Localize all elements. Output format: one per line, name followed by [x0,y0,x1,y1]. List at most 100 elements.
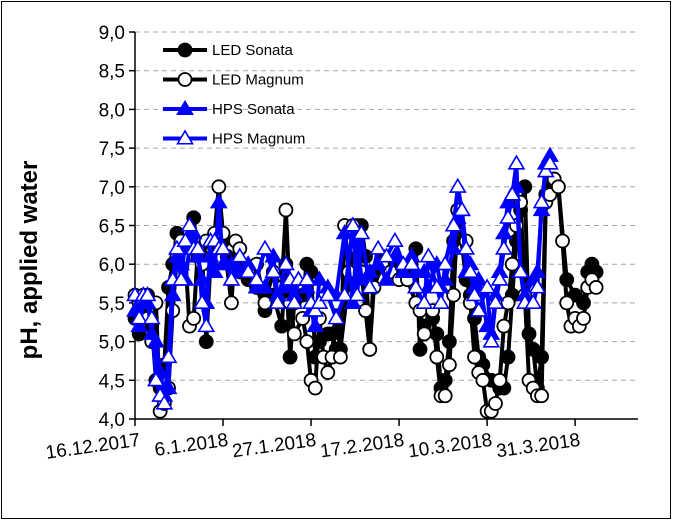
data-point-led-sonata [198,334,214,350]
data-point-hps-magnum [541,154,559,170]
data-point-hps-sonata [256,278,274,294]
data-point-hps-magnum [230,247,249,263]
series-group [126,146,604,419]
data-point-led-sonata [521,326,537,342]
y-tick-labels: 4,0 4,5 5,0 5,5 6,0 6,5 7,0 7,5 8,0 8,5 9,0 [99,23,125,431]
data-point-hps-magnum [348,286,367,302]
data-point-hps-magnum [306,301,325,317]
data-point-hps-sonata [306,317,325,333]
data-point-hps-magnum [465,286,484,302]
data-point-led-magnum [588,280,604,295]
y-tick-label: 5,0 [99,333,125,354]
data-point-hps-magnum [327,309,346,325]
data-point-hps-magnum [453,200,471,217]
data-point-led-magnum [488,396,503,411]
data-point-hps-magnum [318,286,337,302]
data-point-hps-magnum [285,293,304,309]
data-point-led-magnum [224,295,239,311]
data-point-led-magnum [576,310,591,326]
series-hps-magnum [126,154,559,410]
data-point-hps-magnum [482,332,501,348]
legend-marker [176,129,194,145]
legend-item-led-sonata: LED Sonata [163,42,294,59]
y-tick-label: 6,0 [99,255,125,276]
data-point-hps-magnum [188,239,207,255]
data-point-led-magnum [358,303,373,319]
data-point-hps-magnum [415,293,434,309]
data-point-led-magnum [500,295,516,311]
data-point-hps-magnum [297,270,316,286]
data-point-hps-magnum [461,262,480,278]
data-point-hps-magnum [360,278,379,294]
data-point-led-magnum [475,372,491,388]
data-point-hps-magnum [176,231,195,248]
data-point-hps-sonata [335,224,354,240]
data-point-led-magnum [320,365,336,380]
x-tick-label: 16.12.2017 [44,430,141,464]
data-point-led-magnum [504,256,520,272]
legend-item-led-magnum: LED Magnum [163,72,304,89]
data-point-led-magnum [416,326,432,342]
data-point-led-magnum [186,310,202,326]
data-point-hps-magnum [536,162,555,178]
legend-label: LED Magnum [212,72,304,89]
data-point-hps-magnum [457,239,476,255]
data-point-hps-magnum [197,317,216,333]
data-point-hps-magnum [180,216,199,232]
x-tick-label: 6.1.2018 [153,430,229,461]
data-point-led-magnum [278,202,294,218]
data-point-led-magnum [257,295,273,311]
legend: LED Sonata LED Magnum HPS Sonata HPS Magnum [163,42,305,148]
data-point-hps-magnum [444,216,463,232]
data-point-hps-magnum [193,293,211,309]
y-tick-label: 4,0 [99,410,125,431]
data-point-hps-magnum [138,286,157,302]
y-tick-label: 8,5 [99,62,125,83]
legend-item-hps-sonata: HPS Sonata [163,99,295,118]
data-point-hps-sonata [394,262,413,278]
data-point-hps-magnum [130,309,149,325]
data-point-hps-magnum [222,270,241,286]
data-point-hps-magnum [310,293,329,309]
data-point-hps-magnum [352,224,371,240]
data-point-led-sonata [412,341,428,357]
data-point-hps-magnum [159,348,178,364]
data-point-hps-magnum [377,247,396,263]
data-point-hps-magnum [268,293,287,309]
y-tick-label: 7,5 [99,139,125,160]
data-point-led-magnum [534,388,549,404]
data-point-hps-magnum [528,278,547,294]
legend-marker [176,99,194,116]
y-axis-label: pH, applied water [16,161,43,360]
data-point-hps-magnum [335,286,354,302]
data-point-hps-magnum [147,371,165,387]
data-point-hps-magnum [427,278,446,294]
y-tick-label: 4,5 [99,371,125,392]
data-point-hps-magnum [256,239,274,255]
data-point-hps-magnum [432,293,450,309]
data-point-hps-sonata [310,270,329,286]
y-tick-label: 8,0 [99,100,125,121]
data-point-hps-magnum [469,301,488,317]
legend-marker [177,42,193,58]
data-point-hps-magnum [168,239,186,255]
data-point-hps-magnum [155,394,174,410]
data-point-hps-magnum [503,185,522,201]
data-point-hps-magnum [490,270,509,286]
data-point-hps-magnum [436,255,455,271]
x-tick-label: 27.1.2018 [231,430,318,463]
data-point-hps-magnum [524,293,543,309]
x-tick-labels: 16.12.2017 6.1.2018 27.1.2018 17.2.2018 10.3… [44,430,581,464]
x-tick-label: 10.3.2018 [407,430,494,463]
data-point-led-magnum [299,334,315,350]
data-point-led-magnum [467,349,482,365]
data-point-hps-magnum [499,208,517,224]
data-point-hps-magnum [142,309,161,325]
y-tick-label: 9,0 [99,23,125,44]
data-point-hps-magnum [402,255,421,271]
data-point-hps-magnum [239,262,258,278]
data-point-led-magnum [446,287,461,303]
y-tick-label: 6,5 [99,217,125,238]
data-point-hps-magnum [486,293,505,309]
